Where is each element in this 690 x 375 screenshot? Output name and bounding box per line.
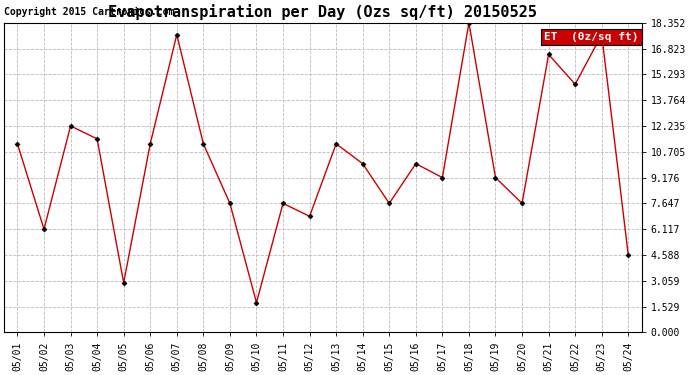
Title: Evapotranspiration per Day (Ozs sq/ft) 20150525: Evapotranspiration per Day (Ozs sq/ft) 2…	[108, 4, 538, 20]
Text: Copyright 2015 Cartronics.com: Copyright 2015 Cartronics.com	[4, 6, 175, 16]
Text: ET  (0z/sq ft): ET (0z/sq ft)	[544, 32, 638, 42]
